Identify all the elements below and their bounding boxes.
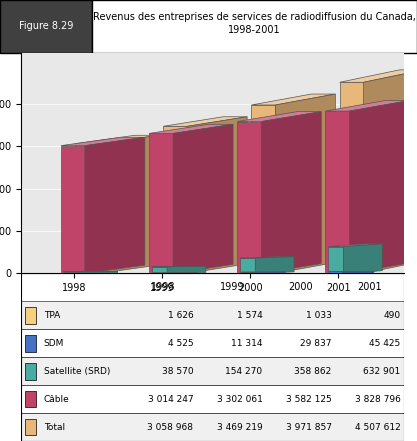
Polygon shape — [240, 257, 294, 258]
FancyBboxPatch shape — [25, 363, 36, 380]
FancyBboxPatch shape — [21, 301, 404, 329]
Bar — [251, 105, 275, 273]
Bar — [328, 247, 344, 273]
FancyBboxPatch shape — [92, 0, 417, 53]
Bar — [151, 267, 167, 273]
Polygon shape — [85, 137, 145, 273]
Polygon shape — [251, 94, 335, 105]
Bar — [241, 272, 254, 273]
Text: 3 302 061: 3 302 061 — [217, 395, 263, 404]
Polygon shape — [61, 137, 145, 146]
Text: 1999: 1999 — [220, 282, 244, 292]
Bar — [237, 122, 261, 273]
FancyBboxPatch shape — [21, 413, 404, 441]
Polygon shape — [275, 94, 335, 273]
Polygon shape — [255, 257, 294, 273]
Text: Revenus des entreprises de services de radiodiffusion du Canada,
1998-2001: Revenus des entreprises de services de r… — [93, 12, 416, 35]
Bar — [163, 126, 187, 273]
Text: 1 626: 1 626 — [168, 311, 193, 320]
Text: 3 582 125: 3 582 125 — [286, 395, 332, 404]
Bar — [339, 82, 364, 273]
Polygon shape — [79, 272, 118, 273]
FancyBboxPatch shape — [21, 357, 404, 385]
Bar — [63, 272, 79, 273]
Polygon shape — [326, 101, 409, 111]
Polygon shape — [344, 244, 382, 273]
Text: 154 270: 154 270 — [226, 366, 263, 376]
Text: 2000: 2000 — [289, 282, 313, 292]
Text: 3 828 796: 3 828 796 — [355, 395, 401, 404]
Polygon shape — [339, 70, 417, 82]
FancyBboxPatch shape — [25, 307, 36, 324]
Text: Satellite (SRD): Satellite (SRD) — [44, 366, 110, 376]
Polygon shape — [99, 135, 159, 273]
Text: 11 314: 11 314 — [231, 339, 263, 348]
Text: Total: Total — [44, 422, 65, 432]
Polygon shape — [149, 124, 233, 133]
Polygon shape — [163, 117, 247, 126]
Text: 38 570: 38 570 — [162, 366, 193, 376]
Text: 1 033: 1 033 — [306, 311, 332, 320]
Bar — [326, 111, 349, 273]
Polygon shape — [167, 266, 206, 273]
Bar — [149, 133, 173, 273]
Text: 3 014 247: 3 014 247 — [148, 395, 193, 404]
FancyBboxPatch shape — [0, 0, 92, 53]
Text: 490: 490 — [384, 311, 401, 320]
Polygon shape — [187, 117, 247, 273]
Polygon shape — [237, 112, 321, 122]
Text: 4 525: 4 525 — [168, 339, 193, 348]
Polygon shape — [364, 70, 417, 273]
FancyBboxPatch shape — [25, 419, 36, 435]
Text: 3 469 219: 3 469 219 — [217, 422, 263, 432]
Polygon shape — [254, 272, 286, 273]
Polygon shape — [349, 101, 409, 273]
Text: 3 971 857: 3 971 857 — [286, 422, 332, 432]
Text: SDM: SDM — [44, 339, 64, 348]
Bar — [75, 144, 99, 273]
Text: 1 574: 1 574 — [237, 311, 263, 320]
Bar — [61, 146, 85, 273]
Text: 29 837: 29 837 — [300, 339, 332, 348]
Text: 3 058 968: 3 058 968 — [148, 422, 193, 432]
FancyBboxPatch shape — [25, 391, 36, 407]
Text: Câble: Câble — [44, 395, 70, 404]
FancyBboxPatch shape — [21, 385, 404, 413]
FancyBboxPatch shape — [21, 329, 404, 357]
Polygon shape — [75, 135, 159, 144]
Polygon shape — [328, 244, 382, 247]
Text: 2001: 2001 — [358, 282, 382, 292]
Text: TPA: TPA — [44, 311, 60, 320]
Polygon shape — [151, 266, 206, 267]
Text: 632 901: 632 901 — [363, 366, 401, 376]
FancyBboxPatch shape — [25, 335, 36, 351]
Text: 45 425: 45 425 — [369, 339, 401, 348]
Bar — [240, 258, 255, 273]
Text: Figure 8.29: Figure 8.29 — [19, 22, 73, 31]
Polygon shape — [342, 271, 374, 273]
Text: 4 507 612: 4 507 612 — [355, 422, 401, 432]
Polygon shape — [261, 112, 321, 273]
Polygon shape — [173, 124, 233, 273]
Text: 1998: 1998 — [151, 282, 175, 292]
Bar — [329, 272, 342, 273]
Text: 358 862: 358 862 — [294, 366, 332, 376]
